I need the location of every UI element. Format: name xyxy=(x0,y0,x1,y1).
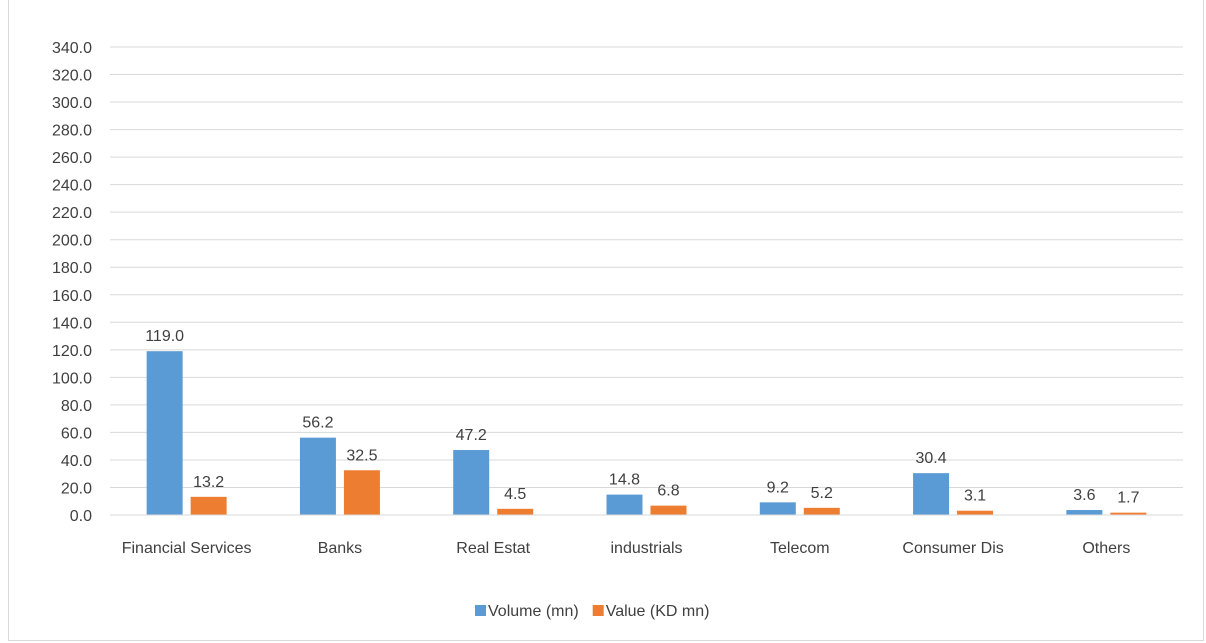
x-tick-label: Telecom xyxy=(770,540,830,557)
data-label: 4.5 xyxy=(504,486,526,503)
gridlines xyxy=(110,46,1183,488)
data-label: 14.8 xyxy=(609,472,640,489)
data-labels: 119.0 13.2 56.2 32.5 47.2 4.5 14.8 6.8 9.2 5.2 30.… xyxy=(145,328,1139,506)
x-axis-category-labels: Financial Services Banks Real Estat industr… xyxy=(122,540,1131,557)
x-tick-label: industrials xyxy=(610,540,682,557)
y-tick-label: 0.0 xyxy=(70,508,92,525)
bar xyxy=(650,505,687,515)
y-tick-label: 60.0 xyxy=(61,425,92,442)
bar xyxy=(759,502,796,515)
bar xyxy=(957,510,994,515)
y-tick-label: 280.0 xyxy=(52,123,92,140)
y-tick-label: 220.0 xyxy=(52,205,92,222)
data-label: 9.2 xyxy=(767,479,789,496)
data-label: 5.2 xyxy=(811,485,833,502)
data-label: 13.2 xyxy=(193,474,224,491)
data-label: 1.7 xyxy=(1117,490,1139,507)
y-tick-label: 320.0 xyxy=(52,68,92,85)
x-tick-label: Others xyxy=(1082,540,1130,557)
data-label: 3.6 xyxy=(1073,487,1095,504)
y-tick-label: 40.0 xyxy=(61,453,92,470)
x-tick-label: Consumer Dis xyxy=(902,540,1003,557)
legend-swatch xyxy=(475,605,486,616)
y-tick-label: 240.0 xyxy=(52,178,92,195)
chart-frame xyxy=(8,0,1204,641)
data-label: 47.2 xyxy=(456,427,487,444)
legend-swatch xyxy=(592,605,604,616)
y-tick-label: 100.0 xyxy=(52,370,92,387)
y-tick-label: 20.0 xyxy=(61,480,92,497)
y-tick-label: 140.0 xyxy=(52,315,92,332)
data-label: 119.0 xyxy=(145,328,184,345)
bar xyxy=(497,508,534,515)
bar xyxy=(299,437,336,515)
legend: Volume (mn) Value (KD mn) xyxy=(475,603,709,620)
bar xyxy=(1066,510,1103,515)
data-label: 6.8 xyxy=(657,483,679,500)
legend-label: Volume (mn) xyxy=(488,603,579,620)
bar xyxy=(1110,512,1147,515)
y-tick-label: 80.0 xyxy=(61,398,92,415)
y-tick-label: 260.0 xyxy=(52,150,92,167)
y-tick-label: 120.0 xyxy=(52,343,92,360)
data-label: 30.4 xyxy=(916,450,947,467)
legend-label: Value (KD mn) xyxy=(606,603,710,620)
bar xyxy=(343,470,380,515)
y-tick-label: 160.0 xyxy=(52,288,92,305)
y-axis-tick-labels: 0.0 20.0 40.0 60.0 80.0 100.0 120.0 140.0 160.0 1… xyxy=(52,40,92,525)
data-label: 56.2 xyxy=(302,415,333,432)
y-tick-label: 300.0 xyxy=(52,95,92,112)
x-tick-label: Banks xyxy=(318,540,362,557)
x-tick-label: Real Estat xyxy=(456,540,530,557)
x-tick-label: Financial Services xyxy=(122,540,252,557)
bar xyxy=(453,450,490,515)
bars xyxy=(146,351,1147,515)
data-label: 32.5 xyxy=(346,447,377,464)
y-tick-label: 340.0 xyxy=(52,40,92,57)
bar xyxy=(146,351,183,515)
y-tick-label: 180.0 xyxy=(52,260,92,277)
y-tick-label: 200.0 xyxy=(52,233,92,250)
bar xyxy=(913,473,950,515)
bar xyxy=(606,494,643,515)
bar xyxy=(803,507,840,515)
bar xyxy=(190,496,227,515)
data-label: 3.1 xyxy=(964,488,986,505)
